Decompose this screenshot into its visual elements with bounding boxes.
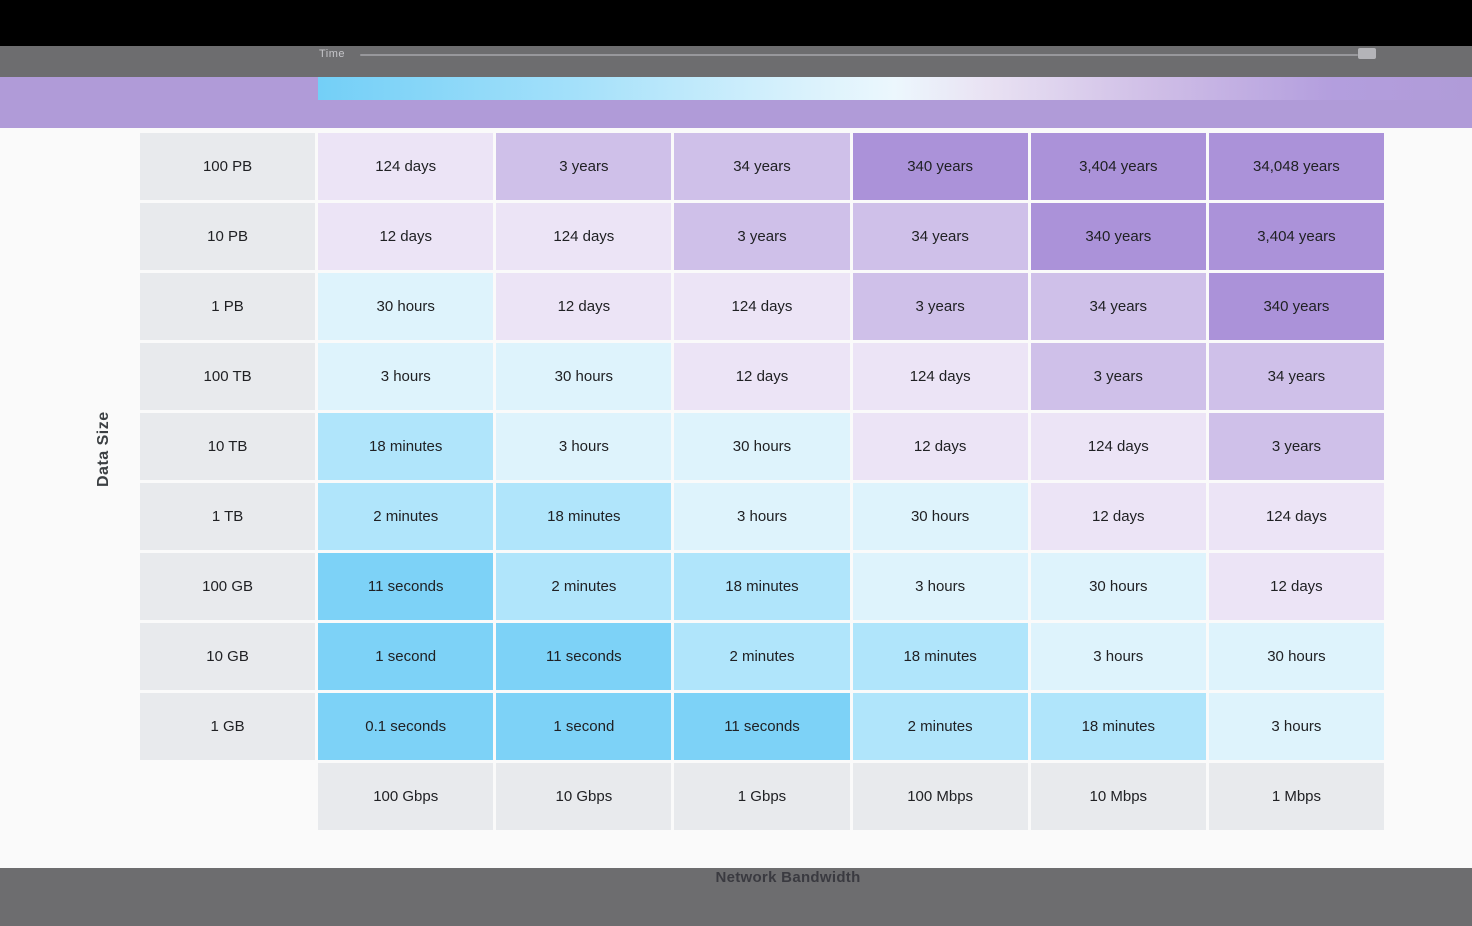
heatmap-cell: 34,048 years	[1208, 133, 1384, 200]
heatmap-cell: 340 years	[852, 133, 1028, 200]
corner-spacer	[140, 763, 315, 830]
heatmap-cell: 12 days	[1030, 483, 1206, 550]
heatmap-cell: 2 minutes	[852, 693, 1028, 760]
heatmap-cell: 18 minutes	[318, 413, 494, 480]
heatmap-cell: 3 years	[852, 273, 1028, 340]
scrubber-handle[interactable]	[1358, 48, 1376, 59]
heatmap-cell: 30 hours	[1208, 623, 1384, 690]
row-label: 1 PB	[140, 273, 316, 340]
heatmap-cell: 124 days	[496, 203, 672, 270]
heatmap-cell: 3 years	[496, 133, 672, 200]
heatmap-cell: 124 days	[852, 343, 1028, 410]
column-label: 1 Mbps	[1208, 763, 1384, 830]
heatmap-cell: 30 hours	[852, 483, 1028, 550]
heatmap-cell: 124 days	[1030, 413, 1206, 480]
heatmap-cell: 3,404 years	[1208, 203, 1384, 270]
heatmap-cell: 124 days	[1208, 483, 1384, 550]
row-label: 1 TB	[140, 483, 316, 550]
heatmap-cell: 12 days	[496, 273, 672, 340]
row-label: 10 TB	[140, 413, 316, 480]
heatmap-cell: 12 days	[674, 343, 850, 410]
legend-gradient-strip	[318, 77, 1472, 100]
heatmap-cell: 0.1 seconds	[318, 693, 494, 760]
heatmap-cell: 3 hours	[1208, 693, 1384, 760]
heatmap-cell: 30 hours	[318, 273, 494, 340]
bottom-gray-bar: Network Bandwidth	[0, 868, 1472, 926]
heatmap-cell: 34 years	[674, 133, 850, 200]
heatmap-cell: 3 hours	[318, 343, 494, 410]
heatmap-cell: 34 years	[1030, 273, 1206, 340]
heatmap-cell: 3 hours	[852, 553, 1028, 620]
x-axis-label: Network Bandwidth	[715, 869, 861, 886]
top-gray-bar: Time	[0, 46, 1472, 77]
heatmap-cell: 340 years	[1208, 273, 1384, 340]
heatmap-cell: 124 days	[318, 133, 494, 200]
heatmap-cell: 3 hours	[674, 483, 850, 550]
heatmap-grid: 100 PB 124 days 3 years 34 years 340 years 3,…	[140, 133, 1384, 830]
heatmap-cell: 2 minutes	[496, 553, 672, 620]
heatmap-cell: 30 hours	[674, 413, 850, 480]
column-label: 10 Gbps	[496, 763, 672, 830]
heatmap-cell: 340 years	[1030, 203, 1206, 270]
legend-band	[0, 77, 1472, 128]
heatmap-cell: 30 hours	[496, 343, 672, 410]
heatmap-cell: 3 years	[1208, 413, 1384, 480]
heatmap-cell: 11 seconds	[674, 693, 850, 760]
column-label: 100 Mbps	[852, 763, 1028, 830]
row-label: 10 PB	[140, 203, 316, 270]
column-label: 1 Gbps	[674, 763, 850, 830]
row-label: 100 GB	[140, 553, 316, 620]
row-label: 100 PB	[140, 133, 316, 200]
heatmap-cell: 1 second	[318, 623, 494, 690]
heatmap-cell: 3,404 years	[1030, 133, 1206, 200]
heatmap-cell: 12 days	[1208, 553, 1384, 620]
heatmap-cell: 18 minutes	[674, 553, 850, 620]
heatmap-cell: 34 years	[1208, 343, 1384, 410]
heatmap-cell: 2 minutes	[674, 623, 850, 690]
heatmap-cell: 12 days	[852, 413, 1028, 480]
heatmap-cell: 2 minutes	[318, 483, 494, 550]
scrubber-track[interactable]	[360, 54, 1358, 56]
heatmap-cell: 34 years	[852, 203, 1028, 270]
heatmap-cell: 124 days	[674, 273, 850, 340]
row-label: 10 GB	[140, 623, 316, 690]
heatmap-cell: 3 hours	[1030, 623, 1206, 690]
column-label: 10 Mbps	[1030, 763, 1206, 830]
column-label: 100 Gbps	[318, 763, 494, 830]
heatmap-cell: 3 years	[674, 203, 850, 270]
heatmap-cell: 18 minutes	[852, 623, 1028, 690]
heatmap-cell: 3 hours	[496, 413, 672, 480]
row-label: 100 TB	[140, 343, 316, 410]
y-axis-label: Data Size	[95, 411, 112, 487]
heatmap-cell: 30 hours	[1030, 553, 1206, 620]
top-black-bar	[0, 0, 1472, 46]
heatmap-cell: 1 second	[496, 693, 672, 760]
heatmap-cell: 18 minutes	[1030, 693, 1206, 760]
heatmap-cell: 18 minutes	[496, 483, 672, 550]
heatmap-cell: 3 years	[1030, 343, 1206, 410]
heatmap-cell: 11 seconds	[318, 553, 494, 620]
heatmap-cell: 11 seconds	[496, 623, 672, 690]
heatmap-cell: 12 days	[318, 203, 494, 270]
header-caption: Time	[319, 48, 346, 60]
row-label: 1 GB	[140, 693, 316, 760]
